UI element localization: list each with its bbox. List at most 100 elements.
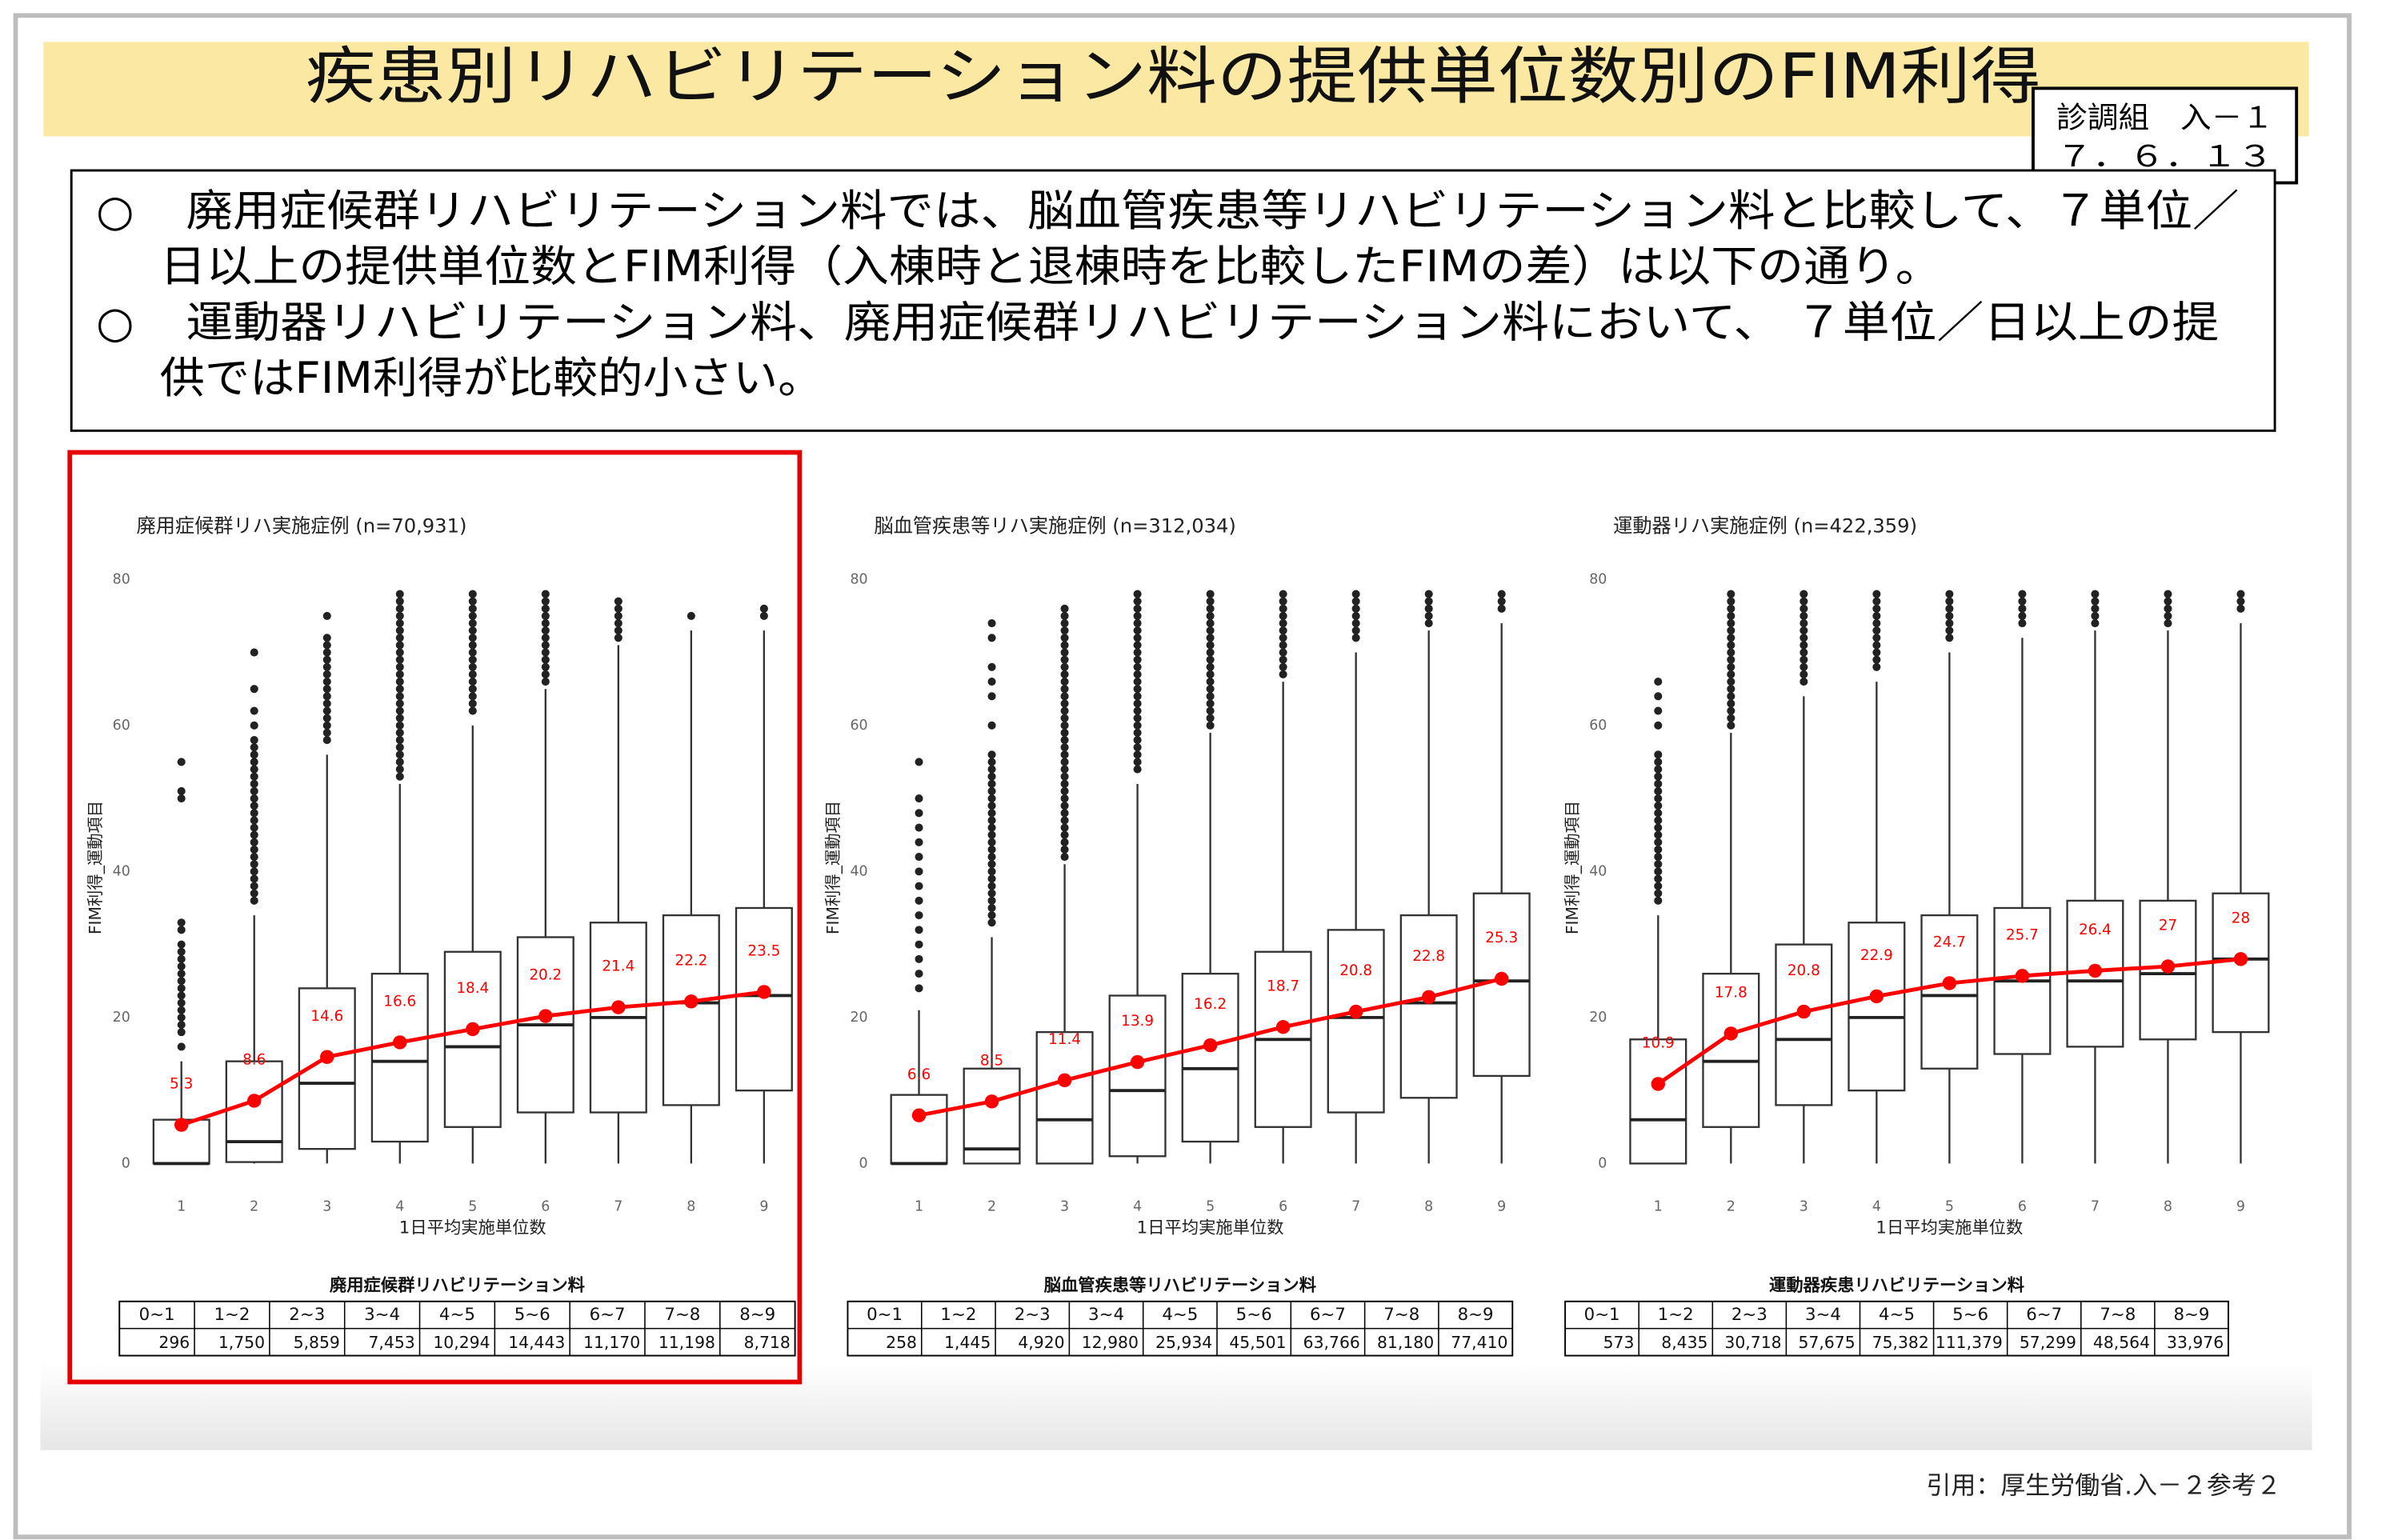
outlier	[1060, 721, 1069, 730]
outlier	[987, 816, 996, 825]
outlier	[322, 736, 331, 745]
outlier	[250, 786, 258, 795]
table-cell: 25,934	[1155, 1333, 1212, 1352]
outlier	[177, 786, 186, 795]
box	[735, 906, 793, 1092]
table-header: 0~1	[139, 1305, 175, 1325]
outlier	[987, 853, 996, 862]
outlier	[1206, 611, 1215, 620]
mean-label: 28	[2232, 910, 2250, 927]
outlier	[915, 984, 923, 993]
outlier	[177, 984, 186, 993]
outlier	[250, 845, 258, 854]
outlier	[1060, 611, 1069, 620]
outlier	[1279, 655, 1287, 664]
outlier	[1872, 634, 1881, 642]
outlier	[1133, 743, 1142, 752]
box	[225, 1060, 283, 1163]
outlier	[1799, 590, 1808, 598]
outlier	[1206, 626, 1215, 635]
table-header: 1~2	[1658, 1305, 1694, 1325]
outlier	[250, 889, 258, 898]
outlier	[541, 597, 550, 606]
bullet-text: 運動器リハビリテーション料、廃用症候群リハビリテーション料において、 ７単位／日…	[186, 297, 2220, 347]
table-header: 5~6	[514, 1305, 550, 1325]
table-header: 2~3	[1731, 1305, 1767, 1325]
outlier	[395, 721, 404, 730]
outlier	[1654, 809, 1663, 818]
outlier	[177, 940, 186, 949]
outlier	[1799, 634, 1808, 642]
x-tick-label: 5	[1206, 1199, 1215, 1215]
mean-point	[1796, 1004, 1812, 1019]
outlier	[541, 678, 550, 686]
x-axis-label: 1日平均実施単位数	[399, 1218, 546, 1238]
outlier	[250, 648, 258, 657]
outlier	[1351, 619, 1360, 628]
outlier	[1945, 626, 1954, 635]
table-header: 3~4	[364, 1305, 400, 1325]
box	[370, 972, 429, 1143]
outlier	[687, 611, 695, 620]
outlier	[1497, 604, 1506, 613]
outlier	[395, 765, 404, 774]
outlier	[468, 634, 477, 642]
outlier	[468, 699, 477, 708]
x-tick-label: 1	[177, 1199, 186, 1215]
table-header: 0~1	[1584, 1305, 1620, 1325]
mean-label: 26.4	[2079, 922, 2112, 938]
table-cell: 8,718	[744, 1333, 791, 1352]
outlier	[1799, 648, 1808, 657]
outlier	[250, 809, 258, 818]
outlier	[2164, 604, 2172, 613]
outlier	[1133, 736, 1142, 745]
outlier	[2018, 604, 2027, 613]
y-tick-label: 80	[113, 571, 130, 587]
bullet-mark: ○	[96, 186, 134, 236]
outlier	[2091, 604, 2100, 613]
table-cell: 12,980	[1082, 1333, 1139, 1352]
outlier	[250, 758, 258, 766]
outlier	[987, 823, 996, 832]
outlier	[1060, 699, 1069, 708]
outlier	[1424, 604, 1433, 613]
outlier	[468, 678, 477, 686]
outlier	[250, 896, 258, 905]
table-header: 3~4	[1088, 1305, 1124, 1325]
outlier	[759, 611, 768, 620]
box	[890, 1094, 948, 1165]
outlier	[1799, 619, 1808, 628]
box	[443, 950, 502, 1128]
mean-point	[1348, 1004, 1363, 1019]
outlier	[322, 648, 331, 657]
box	[662, 914, 720, 1106]
mean-label: 25.7	[2006, 927, 2039, 944]
mean-label: 22.2	[675, 952, 707, 969]
outlier	[468, 706, 477, 715]
outlier	[915, 758, 923, 766]
y-tick-label: 80	[1589, 571, 1607, 587]
outlier	[1424, 611, 1433, 620]
outlier	[1872, 611, 1881, 620]
outlier	[1654, 823, 1663, 832]
outlier	[1727, 685, 1735, 694]
outlier	[250, 802, 258, 810]
outlier	[322, 662, 331, 671]
table-cell: 10,294	[433, 1333, 490, 1352]
badge-line: 診調組 入－１	[2056, 101, 2273, 135]
y-tick-label: 20	[113, 1010, 130, 1026]
outlier	[2164, 590, 2172, 598]
mean-label: 22.9	[1860, 947, 1893, 964]
mean-point	[1203, 1038, 1218, 1053]
mean-label: 11.4	[1048, 1031, 1081, 1048]
y-tick-label: 40	[113, 863, 130, 879]
outlier	[987, 678, 996, 686]
outlier	[1727, 634, 1735, 642]
outlier	[915, 853, 923, 862]
outlier	[987, 882, 996, 890]
bullet-text: 日以上の提供単位数とFIM利得（入棟時と退棟時を比較したFIMの差）は以下の通り…	[160, 242, 1942, 292]
outlier	[614, 604, 623, 613]
outlier	[1654, 874, 1663, 883]
table-header: 6~7	[2026, 1305, 2062, 1325]
